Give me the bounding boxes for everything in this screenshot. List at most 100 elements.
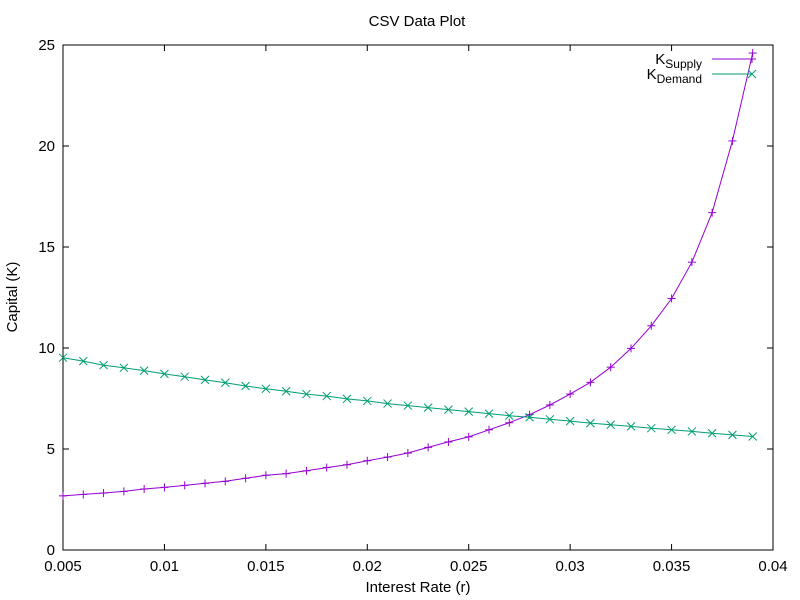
data-point-supply [343,460,351,469]
data-point-demand [241,381,250,391]
data-point-supply [403,449,412,458]
y-tick-label: 25 [38,37,55,54]
data-point-demand [180,372,190,382]
data-point-supply [566,390,575,399]
data-point-demand [322,391,332,401]
data-point-supply [241,474,250,483]
data-point-supply [282,469,291,478]
data-point-demand [99,360,108,370]
data-point-demand [565,416,575,426]
data-point-demand [646,423,656,433]
legend-swatch-marker [747,69,757,79]
data-point-supply [586,378,595,387]
data-point-demand [200,375,210,385]
data-point-supply [485,425,493,434]
x-tick-label: 0.01 [150,558,179,575]
data-point-supply [647,321,656,330]
data-point-demand [139,366,149,375]
legend-label-subscript: Supply [665,57,702,71]
data-point-demand [423,403,433,412]
series-layer [58,49,758,500]
legend-label-subscript: Demand [657,72,702,86]
plot-area-frame [62,44,774,551]
data-point-supply [201,479,209,488]
data-point-supply [160,483,169,492]
x-axis-label: Interest Rate (r) [365,579,470,596]
data-point-demand [160,369,169,379]
data-point-demand [302,389,311,399]
y-tick-label: 0 [47,542,55,559]
data-point-supply [667,294,676,303]
x-tick-label: 0.015 [247,558,285,575]
data-point-demand [707,428,717,438]
series-line-demand [62,357,753,437]
series-line-supply [62,52,754,497]
legend-label-main: K [647,66,657,83]
data-point-demand [504,411,514,421]
data-point-demand [444,405,453,414]
data-point-demand [748,432,758,441]
data-point-demand [119,363,129,373]
x-tick-label: 0.03 [556,558,585,575]
data-point-demand [403,401,413,410]
data-point-supply [545,400,554,409]
data-point-demand [383,399,392,408]
legend-label-demand: KDemand [647,66,702,86]
data-point-supply [505,418,514,427]
data-point-supply [59,491,67,500]
data-point-supply [383,453,392,462]
data-point-supply [606,363,615,372]
data-point-demand [545,414,555,424]
data-point-supply [99,489,108,498]
data-point-supply [140,484,149,493]
y-axis-label: Capital (K) [4,262,21,333]
y-tick-label: 5 [47,441,55,458]
data-point-supply [322,463,331,472]
data-point-supply [687,258,696,267]
legend-swatch-marker [748,55,756,63]
data-point-demand [342,394,352,404]
data-point-demand [261,384,271,394]
data-point-supply [424,443,433,452]
x-axis: 0.005 0.01 0.015 0.02 0.025 0.03 0.035 0.04 [44,45,788,575]
x-tick-label: 0.04 [758,558,787,575]
x-tick-label: 0.02 [353,558,382,575]
chart-title: CSV Data Plot [369,13,467,30]
data-point-demand [667,425,676,435]
legend-label-supply: KSupply [655,51,702,71]
data-point-demand [58,353,68,363]
data-point-demand [78,356,88,366]
y-axis: 0 5 10 15 20 25 [38,37,773,559]
data-point-demand [687,427,697,436]
data-point-supply [302,466,311,475]
x-tick-label: 0.025 [450,558,488,575]
data-point-demand [525,412,534,422]
data-point-supply [728,136,737,145]
data-point-supply [444,437,453,446]
data-point-demand [626,422,636,431]
data-point-demand [362,396,372,406]
data-point-supply [363,456,372,465]
data-point-demand [281,386,291,396]
data-point-demand [464,407,474,416]
data-point-demand [606,420,616,430]
legend-item-demand: KDemand [647,66,757,86]
data-point-supply [79,490,88,499]
data-point-supply [708,208,717,217]
data-point-supply [464,432,473,441]
data-point-demand [586,418,595,428]
data-point-supply [180,481,189,490]
y-tick-label: 20 [38,138,55,155]
data-point-supply [221,477,230,486]
legend-label-main: K [655,51,665,68]
data-point-demand [728,430,737,440]
data-point-demand [484,409,494,419]
x-tick-label: 0.035 [653,558,691,575]
data-point-supply [261,471,270,480]
data-point-demand [220,378,230,388]
data-point-supply [748,49,757,58]
x-tick-label: 0.005 [44,558,82,575]
y-tick-label: 15 [38,239,55,256]
legend-item-supply: KSupply [655,51,756,71]
